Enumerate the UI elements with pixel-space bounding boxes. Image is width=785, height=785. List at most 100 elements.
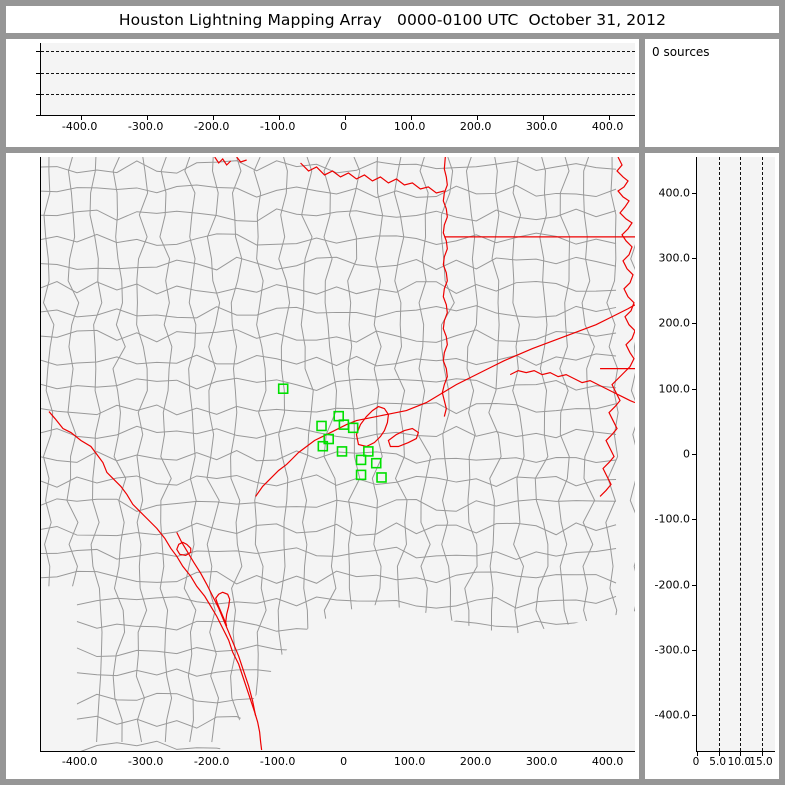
- altitude-time-panel[interactable]: 05.010.015.0 -400.0 -300.0 -200.0 -100.0 0 10…: [6, 39, 639, 147]
- y-tick-mark: [692, 584, 697, 586]
- county-border: [41, 305, 617, 319]
- x-tick-mark: [543, 751, 544, 752]
- x-tick-label: -400.0: [61, 755, 98, 768]
- map-plot-area[interactable]: -400.0-300.0-200.0-100.00100.0200.0300.0…: [40, 157, 635, 752]
- county-border: [277, 157, 291, 743]
- x-tick-label: 400.0: [591, 120, 624, 133]
- gridline: [41, 93, 635, 95]
- y-tick-mark: [40, 323, 41, 324]
- y-tick-label: -100.0: [654, 512, 690, 526]
- lma-station-marker[interactable]: [355, 469, 367, 481]
- x-tick-mark: [147, 751, 148, 752]
- y-tick-label: 300.0: [658, 251, 691, 265]
- lma-station-marker[interactable]: [316, 420, 327, 432]
- x-tick-mark: [697, 751, 698, 756]
- state-border: [300, 162, 445, 194]
- county-border: [41, 208, 617, 222]
- lma-station-marker[interactable]: [355, 454, 367, 466]
- lma-station-marker[interactable]: [277, 383, 289, 395]
- y-tick-label: -400.0: [654, 708, 690, 722]
- y-tick-mark: [692, 192, 697, 194]
- x-tick-mark: [146, 115, 148, 120]
- y-tick-mark: [40, 519, 41, 520]
- county-border: [230, 157, 243, 743]
- y-tick-label: 200.0: [658, 316, 691, 330]
- title-bar: Houston Lightning Mapping Array 0000-010…: [6, 6, 779, 33]
- y-tick-label: -300.0: [654, 643, 690, 657]
- y-tick-mark: [692, 649, 697, 651]
- lma-station-marker[interactable]: [363, 446, 374, 457]
- y-tick-mark: [40, 585, 41, 586]
- x-tick-label: 200.0: [459, 120, 492, 133]
- x-tick-mark: [542, 115, 544, 120]
- county-border: [41, 232, 617, 246]
- county-border: [41, 546, 617, 560]
- state-border: [387, 427, 420, 448]
- lma-station-marker[interactable]: [317, 440, 329, 452]
- x-tick-label: 0: [340, 755, 348, 768]
- county-border: [41, 160, 617, 174]
- altitude-distance-panel[interactable]: -400.0 -300.0 -200.0 -100.0 0 100.0 200.0 300.0…: [645, 153, 779, 779]
- x-tick-label: 5.0: [709, 756, 727, 768]
- county-border: [41, 256, 617, 271]
- county-border: [112, 157, 127, 743]
- x-tick-label: 100.0: [393, 755, 426, 768]
- x-tick-mark: [213, 751, 214, 752]
- county-border: [41, 353, 617, 367]
- y-tick-label: 0: [683, 447, 690, 461]
- county-border: [41, 474, 617, 488]
- y-tick-mark: [692, 454, 697, 455]
- x-tick-label: -300.0: [127, 120, 164, 133]
- x-tick-label: 300.0: [525, 755, 558, 768]
- county-border: [183, 157, 197, 743]
- county-border: [41, 402, 617, 416]
- y-tick-mark: [40, 389, 41, 390]
- x-tick-label: -300.0: [127, 755, 164, 768]
- x-tick-mark: [609, 751, 610, 752]
- state-borders-layer: [48, 157, 635, 751]
- x-tick-label: 15.0: [749, 756, 773, 768]
- y-tick-mark: [692, 388, 697, 390]
- county-border: [41, 280, 617, 295]
- county-border: [41, 377, 617, 392]
- x-tick-label: -200.0: [193, 120, 230, 133]
- altitude-time-plot-area[interactable]: 05.010.015.0: [36, 43, 635, 120]
- x-tick-mark: [81, 751, 82, 752]
- plan-view-map-panel[interactable]: -400.0 -300.0 -200.0 -100.0 0 100.0 200.0 300.0…: [6, 153, 639, 779]
- y-tick-label: 400.0: [658, 186, 691, 200]
- x-tick-label: 100.0: [393, 120, 426, 133]
- state-border: [255, 304, 635, 497]
- x-tick-label: 0: [340, 120, 348, 133]
- state-border: [599, 157, 635, 497]
- lma-station-marker[interactable]: [376, 472, 387, 483]
- lma-station-markers-layer[interactable]: [277, 383, 387, 483]
- state-border: [215, 591, 231, 627]
- x-tick-mark: [410, 115, 412, 120]
- x-tick-label: -100.0: [259, 755, 296, 768]
- county-border: [41, 570, 617, 585]
- mexico-mask: [41, 586, 77, 751]
- lma-station-marker[interactable]: [323, 433, 335, 445]
- altitude-distance-plot-area[interactable]: -400.0 -300.0 -200.0 -100.0 0 100.0 200.0 300.0…: [655, 157, 775, 756]
- x-tick-mark: [344, 115, 346, 120]
- state-border: [355, 405, 390, 448]
- county-border: [41, 184, 617, 199]
- state-border: [214, 157, 232, 166]
- lma-station-marker[interactable]: [336, 446, 348, 457]
- state-border: [176, 532, 257, 717]
- lma-station-marker[interactable]: [370, 457, 382, 469]
- x-tick-mark: [477, 751, 478, 752]
- source-count-label: 0 sources: [652, 45, 710, 59]
- state-border: [236, 157, 247, 163]
- page-title: Houston Lightning Mapping Array 0000-010…: [118, 10, 667, 29]
- sources-panel: 0 sources: [645, 39, 779, 147]
- y-tick-mark: [692, 323, 697, 325]
- y-tick-mark: [40, 715, 41, 716]
- y-tick-mark: [40, 454, 41, 455]
- x-tick-mark: [740, 751, 742, 756]
- county-border: [41, 450, 617, 464]
- lma-station-marker[interactable]: [347, 422, 359, 434]
- y-tick-mark: [692, 715, 697, 717]
- x-tick-mark: [80, 115, 82, 120]
- gridline: [762, 157, 763, 751]
